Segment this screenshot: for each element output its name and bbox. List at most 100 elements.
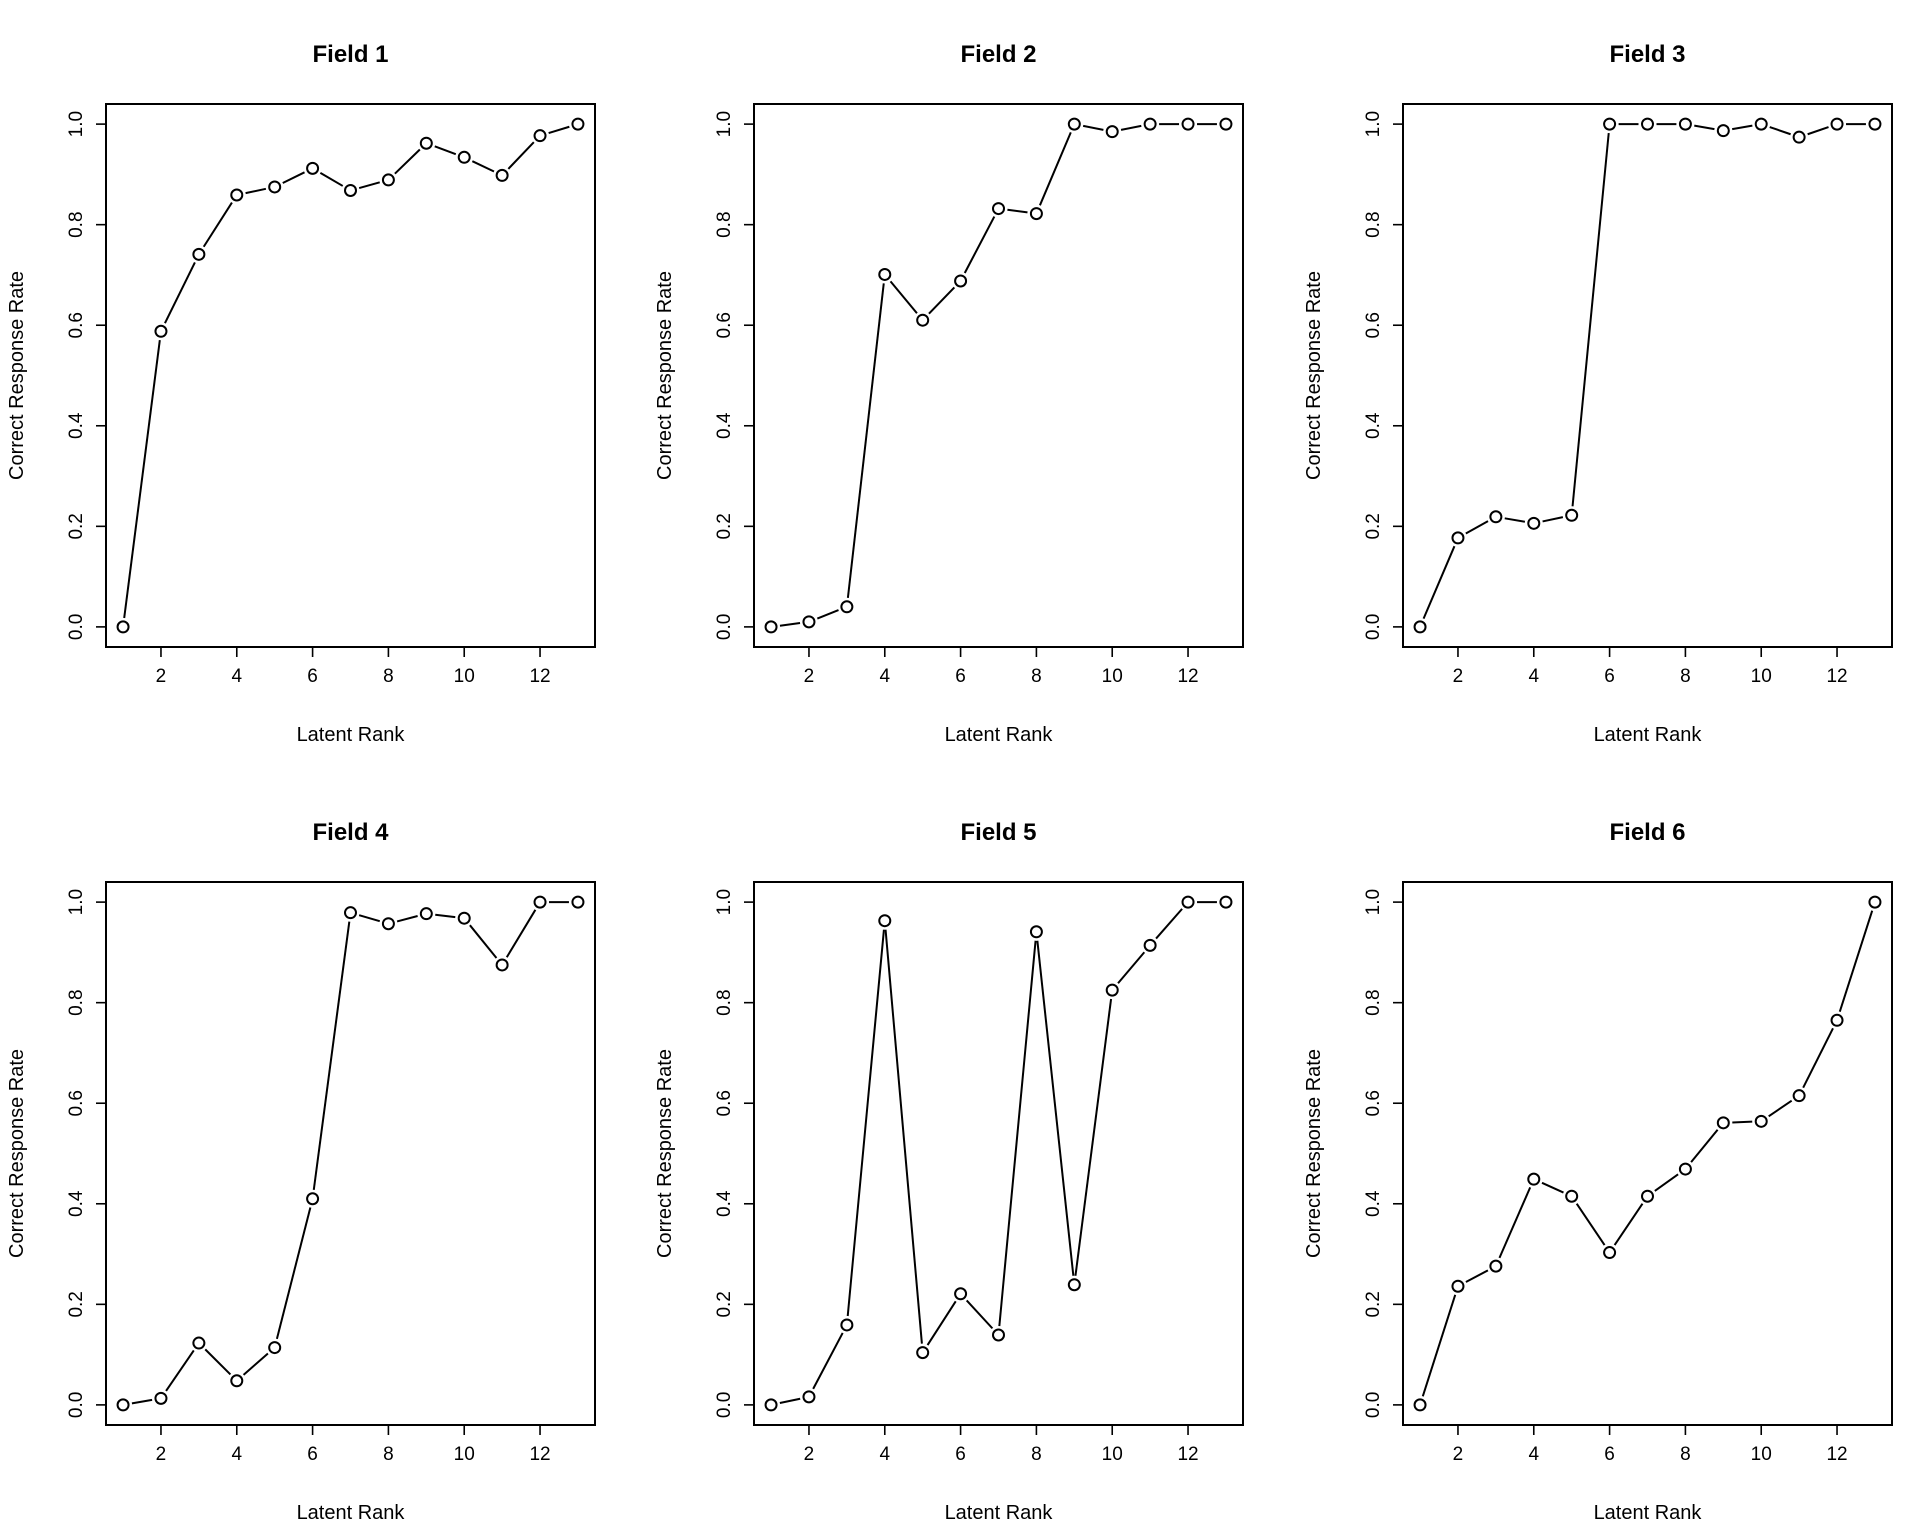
x-tick-label: 12	[1826, 666, 1847, 687]
series-line-segment	[1690, 1129, 1719, 1163]
data-point	[1830, 117, 1844, 131]
y-tick-label: 0.6	[1363, 312, 1384, 338]
y-tick-label: 0.0	[66, 1392, 87, 1418]
x-tick-label: 6	[1604, 666, 1615, 687]
x-tick-label: 2	[804, 666, 815, 687]
x-tick-label: 8	[1680, 666, 1691, 687]
series-line-segment	[1571, 132, 1610, 507]
data-point	[1413, 1398, 1427, 1412]
data-point	[1716, 124, 1730, 138]
data-point	[533, 895, 547, 909]
series-line-segment	[1155, 908, 1183, 940]
x-tick-label: 8	[1031, 666, 1042, 687]
series-line-segment	[1082, 124, 1104, 131]
data-point	[1105, 983, 1119, 997]
data-point	[1219, 117, 1233, 131]
x-tick-label: 6	[955, 1444, 966, 1465]
series-line-segment	[1542, 516, 1564, 523]
data-point	[1678, 1162, 1692, 1176]
y-tick-label: 0.6	[66, 312, 87, 338]
series-line-segment	[1838, 910, 1874, 1012]
chart-panel-3: Field 3 2 4 6 8 10 12 0.0 0.2 0.4 0.6 0.8 1.0 Latent …	[1303, 41, 1893, 746]
data-point	[916, 1346, 930, 1360]
x-axis-label: Latent Rank	[297, 724, 406, 746]
series-line-segment	[1802, 1027, 1834, 1089]
series-line-segment	[165, 1349, 195, 1392]
series-line-segment	[889, 280, 918, 314]
x-axis-label: Latent Rank	[297, 1502, 406, 1524]
data-point	[1754, 117, 1768, 131]
data-point	[1067, 117, 1081, 131]
series-line-segment	[312, 921, 351, 1190]
y-tick-label: 1.0	[66, 111, 87, 137]
data-point	[1489, 510, 1503, 524]
data-point	[571, 895, 585, 909]
data-point	[116, 1398, 130, 1412]
series-line-segment	[1575, 1203, 1606, 1246]
data-point	[954, 1287, 968, 1301]
x-tick-label: 12	[1177, 666, 1198, 687]
data-point	[1754, 1114, 1768, 1128]
chart-panel-2: Field 2 2 4 6 8 10 12 0.0 0.2 0.4 0.6 0.8 1.0 Latent …	[654, 41, 1244, 746]
data-point	[1527, 1172, 1541, 1186]
x-tick-label: 2	[1453, 666, 1464, 687]
data-point	[1181, 117, 1195, 131]
data-point	[1029, 925, 1043, 939]
series-line-segment	[1769, 126, 1791, 136]
series-line-segment	[1498, 1186, 1532, 1259]
y-tick-label: 0.2	[66, 1291, 87, 1317]
data-point	[381, 173, 395, 187]
series-line-segment	[998, 940, 1037, 1327]
data-point	[1143, 117, 1157, 131]
data-point	[840, 600, 854, 614]
series-line-segment	[282, 171, 305, 184]
chart-title: Field 6	[1609, 819, 1685, 846]
y-tick-label: 0.4	[66, 412, 87, 439]
y-tick-label: 0.8	[1363, 211, 1384, 237]
data-point	[154, 1391, 168, 1405]
y-tick-label: 0.6	[714, 312, 735, 338]
y-tick-label: 0.0	[1363, 1392, 1384, 1418]
data-point	[230, 188, 244, 202]
y-axis-label: Correct Response Rate	[6, 271, 28, 480]
x-tick-label: 4	[879, 666, 890, 687]
x-tick-label: 12	[1177, 1444, 1198, 1465]
data-point	[419, 907, 433, 921]
x-tick-label: 6	[307, 666, 318, 687]
series-line-segment	[1036, 940, 1075, 1276]
y-tick-label: 0.8	[66, 211, 87, 237]
y-tick-label: 0.6	[714, 1090, 735, 1116]
data-point	[495, 168, 509, 182]
data-point	[1451, 1279, 1465, 1293]
series-line-segment	[1541, 1181, 1564, 1194]
series-line-segment	[1465, 520, 1489, 535]
series-line-segment	[242, 1352, 269, 1376]
y-tick-label: 0.6	[66, 1090, 87, 1116]
series-line-segment	[1768, 1099, 1793, 1118]
plot-frame	[105, 103, 596, 648]
y-tick-label: 1.0	[66, 889, 87, 915]
x-tick-label: 12	[529, 666, 550, 687]
y-tick-label: 0.0	[714, 1392, 735, 1418]
y-tick-label: 1.0	[1363, 111, 1384, 137]
data-point	[381, 917, 395, 931]
data-point	[954, 274, 968, 288]
x-tick-label: 10	[454, 666, 475, 687]
series-line-segment	[202, 202, 233, 248]
series-line-segment	[131, 1398, 153, 1405]
y-tick-label: 0.4	[714, 1190, 735, 1217]
y-axis-label: Correct Response Rate	[6, 1049, 28, 1258]
series-line-segment	[275, 1207, 312, 1340]
data-point	[495, 958, 509, 972]
series-line-segment	[358, 181, 381, 190]
x-axis-label: Latent Rank	[945, 1502, 1054, 1524]
series-line-segment	[1422, 545, 1456, 620]
series-line-segment	[507, 141, 535, 170]
data-point	[1181, 895, 1195, 909]
y-tick-label: 0.8	[714, 989, 735, 1015]
x-tick-label: 8	[383, 666, 394, 687]
data-point	[192, 1336, 206, 1350]
y-tick-label: 1.0	[1363, 889, 1384, 915]
x-tick-label: 2	[804, 1444, 815, 1465]
series-line-segment	[779, 1397, 801, 1404]
